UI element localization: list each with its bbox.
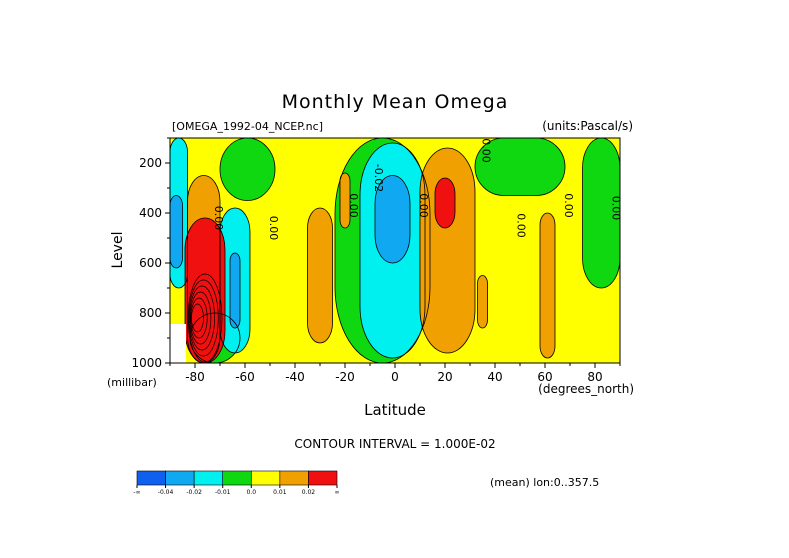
contour-11	[170, 195, 183, 269]
contour-labels: 0.00 0.00 0.00 -0.02 0.00 0.00 0.00 0.00 0.00	[212, 138, 623, 241]
y-axis: 200 400 600 800 1000	[131, 137, 170, 370]
y-tick-label-2: 600	[139, 256, 162, 270]
contour-19	[184, 217, 226, 363]
polar-contour-3	[189, 285, 215, 351]
chart-title: Monthly Mean Omega	[282, 91, 509, 113]
dataset-label: [OMEGA_1992-04_NCEP.nc]	[172, 120, 323, 133]
x-tick-label-1: -60	[235, 370, 255, 384]
colorbar-swatch-5	[279, 470, 309, 486]
region-10	[230, 253, 240, 328]
colorbar-swatch-3	[222, 470, 252, 486]
x-axis-label: Latitude	[364, 401, 426, 419]
colorbar-label-5: 0.01	[273, 489, 287, 496]
contour-interval-label: CONTOUR INTERVAL = 1.000E-02	[294, 437, 495, 451]
region-5	[582, 138, 620, 288]
region-4	[475, 138, 565, 196]
contour-9	[374, 175, 411, 264]
polar-contour-2	[189, 291, 212, 345]
contour-1	[219, 138, 276, 201]
contour-label-5: 0.00	[480, 138, 493, 163]
missing-data-area	[170, 324, 186, 363]
y-axis-label: Level	[110, 232, 126, 269]
colorbar-swatch-4	[250, 470, 281, 486]
y-units-label: (millibar)	[107, 376, 157, 389]
contour-label-1: 0.00	[267, 216, 280, 241]
y-tick-label-3: 800	[139, 306, 162, 320]
plot-area	[170, 138, 620, 363]
x-tick-label-2: -40	[285, 370, 305, 384]
contour-6	[359, 142, 426, 359]
colorbar-swatch-1	[165, 470, 195, 486]
contour-label-8: 0.00	[610, 196, 623, 221]
contour-18	[434, 177, 456, 229]
polar-contour-0	[191, 303, 204, 333]
colorbar-label-6: 0.02	[302, 489, 316, 496]
colorbar-swatch-6	[308, 470, 338, 486]
y-tick-label-1: 400	[139, 206, 162, 220]
region-13	[340, 173, 350, 228]
region-14	[420, 148, 475, 353]
y-tick-label-0: 200	[139, 156, 162, 170]
region-12	[307, 208, 333, 343]
contour-12	[307, 207, 333, 344]
contour-label-7: 0.00	[562, 193, 575, 218]
contour-16	[539, 212, 556, 359]
region-18	[435, 178, 455, 228]
x-tick-label-3: -20	[335, 370, 355, 384]
x-tick-label-0: -80	[185, 370, 205, 384]
x-units-label: (degrees_north)	[538, 382, 634, 396]
contour-14	[419, 147, 476, 354]
contour-label-6: 0.00	[515, 213, 528, 238]
units-label: (units:Pascal/s)	[542, 119, 633, 133]
region-17	[477, 275, 488, 328]
contour-10	[229, 252, 241, 329]
contour-5	[582, 138, 620, 289]
x-tick-label-6: 40	[487, 370, 502, 384]
region-16	[540, 213, 555, 358]
contour-label-2: 0.00	[347, 193, 360, 218]
x-tick-label-8: 80	[587, 370, 602, 384]
contour-17	[477, 275, 488, 329]
contour-label-4: 0.00	[417, 193, 430, 218]
contour-3	[334, 138, 431, 363]
mean-label: (mean) lon:0..357.5	[490, 476, 599, 489]
colorbar: -∞ -0.04 -0.02 -0.01 0.0 0.01 0.02 ∞	[133, 470, 340, 496]
region-19	[185, 218, 225, 363]
contour-15	[187, 175, 221, 363]
contour-label-3: -0.02	[372, 164, 385, 192]
region-1	[220, 138, 275, 201]
polar-contour-4	[188, 279, 219, 357]
colorbar-label-0: -∞	[133, 489, 140, 496]
x-tick-label-7: 60	[537, 370, 552, 384]
polar-contour-1	[190, 297, 208, 339]
contour-label-0: 0.00	[212, 206, 225, 231]
colorbar-swatch-0	[136, 470, 166, 486]
y-tick-label-4: 1000	[131, 356, 162, 370]
colorbar-label-4: 0.0	[247, 489, 257, 496]
x-tick-label-5: 20	[437, 370, 452, 384]
colorbar-label-3: -0.01	[215, 489, 231, 496]
colorbar-label-2: -0.02	[186, 489, 202, 496]
contour-4	[474, 138, 566, 196]
region-9	[375, 175, 410, 263]
colorbar-label-7: ∞	[335, 489, 340, 496]
x-axis: -80 -60 -40 -20 0 20 40 60 80	[169, 363, 621, 384]
colorbar-label-1: -0.04	[158, 489, 174, 496]
region-11	[170, 195, 183, 268]
x-tick-label-4: 0	[391, 370, 399, 384]
contour-13	[339, 172, 351, 229]
polar-contour-5	[187, 273, 223, 363]
contour-lines	[170, 138, 620, 363]
colorbar-swatch-2	[193, 470, 224, 486]
